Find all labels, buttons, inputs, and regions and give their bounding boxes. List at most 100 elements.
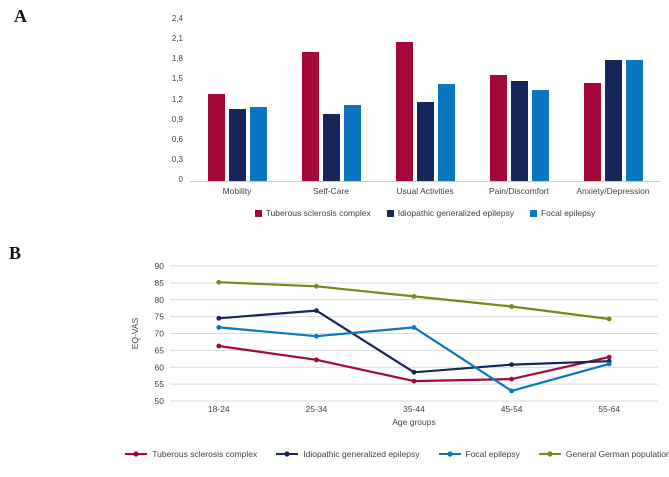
legend-item: General German population [538, 449, 669, 459]
bar [322, 113, 340, 181]
bar [489, 75, 507, 181]
bar [604, 59, 622, 181]
y-axis-tick-label: 75 [155, 312, 165, 322]
y-axis-tick-label: 1,2 [171, 94, 183, 104]
y-axis-tick-label: 60 [155, 362, 165, 372]
legend-item: Idiopathic generalized epilepsy [275, 449, 420, 459]
legend-item: Focal epilepsy [529, 208, 596, 218]
legend-line-swatch-icon [276, 451, 299, 457]
legend-label: Focal epilepsy [465, 449, 520, 459]
y-axis-tick-label: 2,1 [171, 34, 183, 44]
y-axis-title: EQ-VAS [130, 317, 140, 349]
data-point-marker [314, 283, 319, 289]
legend-swatch-icon [254, 209, 262, 217]
y-axis-tick-label: 50 [155, 396, 165, 406]
data-point-marker [314, 333, 319, 339]
y-axis-tick-label: 0,6 [171, 134, 183, 144]
bar-chart-x-axis: Mobility Self-Care Usual Activities Pain/Di… [190, 186, 660, 196]
x-axis-tick-label: 55-64 [598, 404, 620, 414]
data-point-marker [509, 388, 514, 394]
bar [625, 59, 643, 181]
data-point-marker [216, 315, 222, 321]
legend-label: Tuberous sclerosis complex [152, 449, 258, 459]
legend-label: Idiopathic generalized epilepsy [397, 208, 514, 218]
bar [395, 41, 413, 181]
bar-chart-y-axis: 0 0,3 0,6 0,9 1,2 1,5 1,8 2,1 2,4 [150, 14, 183, 184]
y-axis-tick-label: 0,3 [171, 154, 183, 164]
bar [301, 51, 319, 181]
line-chart-svg: 50 55 60 65 70 75 80 85 90 EQ-VAS 18-24 25-34 35-44 4… [130, 261, 658, 427]
x-axis-category-label: Self-Care [313, 186, 349, 196]
y-axis-tick-label: 0 [178, 175, 183, 184]
x-axis-tick-label: 18-24 [208, 404, 230, 414]
bar-chart-plot-area [190, 20, 660, 182]
x-axis-tick-label: 35-44 [403, 404, 425, 414]
series-line [217, 309, 611, 374]
bar-group [472, 20, 566, 181]
x-axis-category-label: Pain/Discomfort [489, 186, 549, 196]
y-axis-tick-label: 90 [155, 261, 165, 271]
data-point-marker [606, 361, 612, 367]
y-axis-tick-label: 65 [155, 345, 165, 355]
bar-chart-legend: Tuberous sclerosis complex Idiopathic gen… [190, 208, 660, 218]
bar [416, 101, 434, 181]
line-chart-eq-vas: 50 55 60 65 70 75 80 85 90 EQ-VAS 18-24 25-34 35-44 4… [128, 255, 668, 433]
bar [228, 108, 246, 181]
data-point-marker [509, 362, 514, 367]
legend-label: Tuberous sclerosis complex [265, 208, 371, 218]
data-point-marker [411, 369, 417, 375]
data-point-marker [314, 357, 319, 363]
data-point-marker [314, 308, 319, 313]
bar-group [378, 20, 472, 181]
legend-label: Idiopathic generalized epilepsy [303, 449, 420, 459]
legend-line-swatch-icon [125, 451, 148, 457]
bar [437, 83, 455, 181]
bar [207, 93, 225, 181]
data-point-marker [216, 279, 222, 285]
y-axis-tick-label: 80 [155, 295, 165, 305]
bar [343, 104, 361, 181]
bar [510, 81, 528, 181]
bar [249, 106, 267, 181]
data-point-marker [509, 376, 514, 382]
data-point-marker [411, 294, 417, 299]
legend-label: Focal epilepsy [540, 208, 596, 218]
x-axis-category-label: Usual Activities [396, 186, 454, 196]
legend-swatch-icon [529, 209, 537, 217]
legend-label: General German population [565, 449, 669, 459]
x-axis-category-label: Mobility [222, 186, 252, 196]
legend-item: Tuberous sclerosis complex [124, 449, 257, 459]
x-axis-tick-label: 25-34 [306, 404, 328, 414]
y-axis-tick-label: 55 [155, 379, 165, 389]
bar-group [566, 20, 660, 181]
legend-swatch-icon [386, 209, 394, 217]
y-axis-tick-label: 2,4 [171, 14, 183, 23]
data-point-marker [411, 325, 417, 330]
bar-chart-eq5d-dimensions: 0 0,3 0,6 0,9 1,2 1,5 1,8 2,1 2,4 Mobility Self-C… [150, 8, 665, 236]
data-point-marker [509, 304, 514, 309]
y-axis-tick-label: 1,5 [171, 74, 183, 84]
data-point-marker [216, 343, 222, 349]
y-axis-tick-label: 85 [155, 278, 165, 288]
bar [531, 89, 549, 181]
legend-item: Focal epilepsy [438, 449, 520, 459]
data-point-marker [606, 354, 612, 360]
legend-line-swatch-icon [438, 451, 461, 457]
line-chart-legend: Tuberous sclerosis complex Idiopathic gen… [125, 449, 669, 459]
x-axis-tick-label: 45-54 [501, 404, 523, 414]
legend-line-swatch-icon [538, 451, 561, 457]
bar [583, 83, 601, 181]
x-axis-title: Age groups [392, 417, 435, 427]
data-point-marker [606, 316, 612, 322]
data-point-marker [411, 378, 417, 384]
y-axis-tick-label: 70 [155, 329, 165, 339]
panel-a-label: A [14, 6, 27, 26]
legend-item: Tuberous sclerosis complex [254, 208, 371, 218]
y-axis-tick-label: 0,9 [171, 114, 183, 124]
x-axis-category-label: Anxiety/Depression [576, 186, 650, 196]
data-point-marker [216, 325, 222, 330]
bar-group [190, 20, 284, 181]
y-axis-tick-label: 1,8 [171, 54, 183, 64]
panel-b-label: B [9, 243, 22, 263]
bar-group [284, 20, 378, 181]
